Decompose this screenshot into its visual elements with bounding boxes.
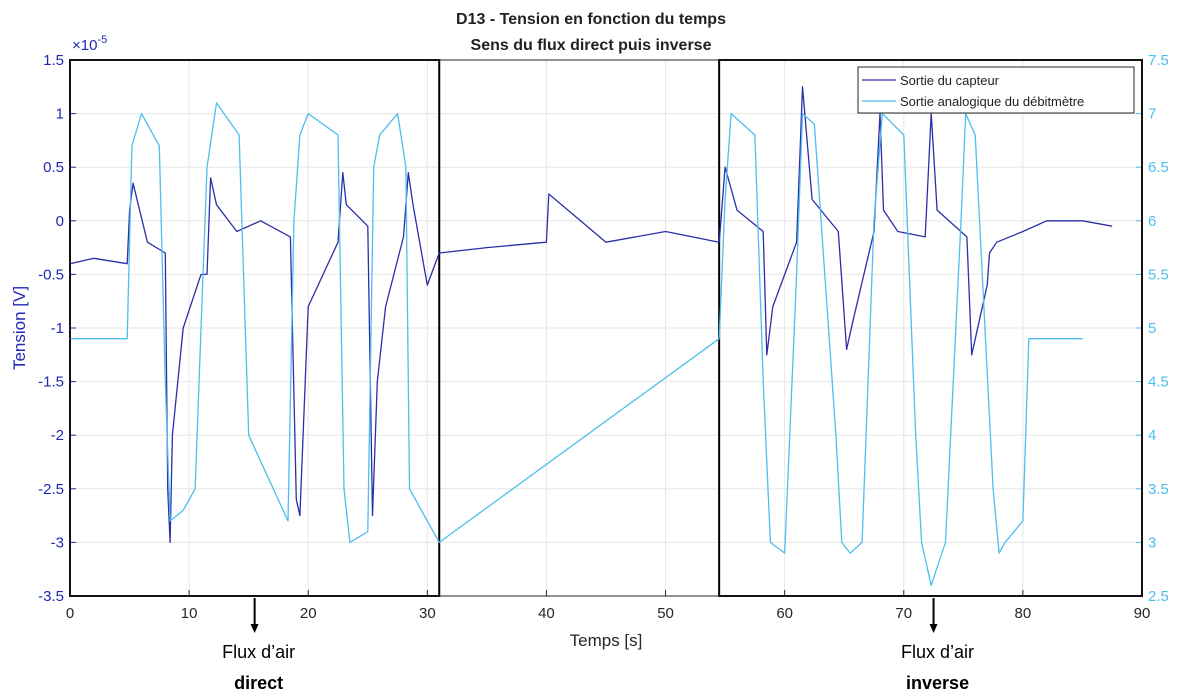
y-right-tick-label: 5.5 bbox=[1148, 266, 1169, 283]
series-line-debitmetre bbox=[70, 102, 1083, 586]
annotation-label-bold: inverse bbox=[906, 673, 969, 693]
y-right-tick-label: 5 bbox=[1148, 320, 1156, 337]
plot-frame bbox=[69, 59, 1143, 597]
annotation-label: Flux d’air bbox=[901, 642, 974, 662]
y-right-tick-label: 4 bbox=[1148, 427, 1156, 444]
y-left-tick-label: 0.5 bbox=[43, 159, 64, 176]
y-left-tick-label: -1 bbox=[51, 320, 64, 337]
x-tick-label: 30 bbox=[419, 605, 436, 622]
annotation-label-bold: direct bbox=[234, 673, 283, 693]
y-right-tick-label: 3.5 bbox=[1148, 481, 1169, 498]
legend-label-debitmetre: Sortie analogique du débitmètre bbox=[900, 94, 1084, 109]
y-left-tick-label: 1 bbox=[56, 106, 64, 123]
y-left-tick-label: -0.5 bbox=[38, 266, 64, 283]
y-left-tick-label: -3 bbox=[51, 534, 64, 551]
y-left-tick-label: -2 bbox=[51, 427, 64, 444]
y-left-tick-label: -3.5 bbox=[38, 588, 64, 605]
series-line-capteur bbox=[69, 86, 1113, 544]
x-tick-label: 20 bbox=[300, 605, 317, 622]
annotation-label: Flux d’air bbox=[222, 642, 295, 662]
annotation-arrow-head bbox=[929, 624, 938, 633]
y-right-tick-label: 7 bbox=[1148, 106, 1156, 123]
y-exponent: ×10-5 bbox=[72, 34, 107, 54]
x-tick-label: 70 bbox=[895, 605, 912, 622]
y-left-tick-label: 1.5 bbox=[43, 52, 64, 69]
y-right-tick-label: 7.5 bbox=[1148, 52, 1169, 69]
x-tick-label: 50 bbox=[657, 605, 674, 622]
y-right-tick-label: 2.5 bbox=[1148, 588, 1169, 605]
y-right-tick-label: 4.5 bbox=[1148, 374, 1169, 391]
y-right-tick-label: 6.5 bbox=[1148, 159, 1169, 176]
x-axis-label: Temps [s] bbox=[570, 631, 643, 650]
x-tick-labels: 0 10 20 30 40 50 60 70 80 90 bbox=[66, 605, 1151, 622]
chart-subtitle: Sens du flux direct puis inverse bbox=[471, 37, 712, 54]
y-exponent-power: -5 bbox=[97, 34, 107, 46]
x-tick-label: 40 bbox=[538, 605, 555, 622]
x-tick-label: 80 bbox=[1015, 605, 1032, 622]
y-left-tick-labels: -3.5 -3 -2.5 -2 -1.5 -1 -0.5 0 0.5 1 1.5 bbox=[38, 52, 64, 605]
y-right-tick-label: 6 bbox=[1148, 213, 1156, 230]
legend-label-capteur: Sortie du capteur bbox=[900, 73, 1000, 88]
x-tick-label: 0 bbox=[66, 605, 74, 622]
x-tick-label: 90 bbox=[1134, 605, 1151, 622]
x-tick-label: 60 bbox=[776, 605, 793, 622]
x-tick-label: 10 bbox=[181, 605, 198, 622]
annotations: Flux d’air direct Flux d’air inverse bbox=[222, 598, 974, 693]
y-left-tick-label: -1.5 bbox=[38, 374, 64, 391]
annotation-arrow-head bbox=[250, 624, 259, 633]
legend-box bbox=[857, 66, 1135, 114]
y-axis-label-left: Tension [V] bbox=[10, 286, 29, 370]
y-left-tick-label: 0 bbox=[56, 213, 64, 230]
legend: Sortie du capteur Sortie analogique du d… bbox=[857, 66, 1135, 114]
chart-title: D13 - Tension en fonction du temps bbox=[456, 11, 726, 28]
y-right-tick-label: 3 bbox=[1148, 534, 1156, 551]
y-exponent-base: ×10 bbox=[72, 37, 97, 54]
series-lines bbox=[69, 86, 1113, 586]
y-right-tick-labels: 2.5 3 3.5 4 4.5 5 5.5 6 6.5 7 7.5 bbox=[1148, 52, 1169, 605]
y-left-tick-label: -2.5 bbox=[38, 481, 64, 498]
